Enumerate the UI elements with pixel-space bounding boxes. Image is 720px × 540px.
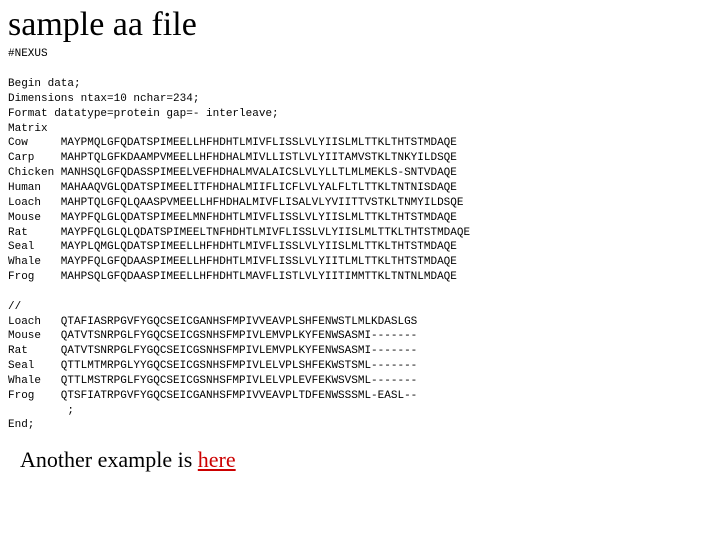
footer-prefix: Another example is — [20, 447, 198, 472]
page-title: sample aa file — [8, 6, 712, 43]
footer-link[interactable]: here — [198, 447, 236, 472]
footer-paragraph: Another example is here — [20, 447, 712, 473]
nexus-file-block: #NEXUS Begin data; Dimensions ntax=10 nc… — [8, 47, 712, 433]
